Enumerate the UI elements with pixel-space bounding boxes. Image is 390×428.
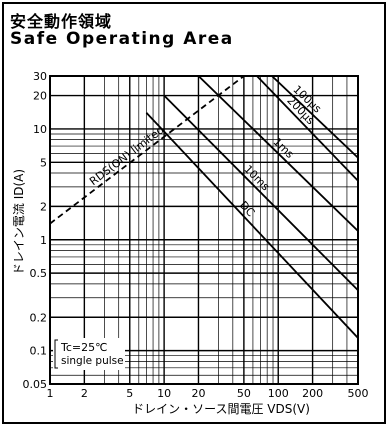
chart-subtitle: Safe Operating Area <box>10 29 234 49</box>
chart-title: 安全動作領域 <box>10 12 113 31</box>
series-line <box>256 76 358 182</box>
x-tick-label: 5 <box>126 387 133 400</box>
series-line <box>50 76 245 225</box>
note-condition-temperature: Tc=25℃ <box>60 341 107 354</box>
x-tick-label: 100 <box>268 387 289 400</box>
series-label: RDS(ON) limited <box>87 123 166 188</box>
y-tick-label: 1 <box>40 234 47 247</box>
y-tick-label: 0.2 <box>30 311 48 324</box>
y-tick-label: 0.05 <box>23 378 48 391</box>
x-axis-label: ドレイン・ソース間電圧 VDS(V) <box>132 402 310 416</box>
x-tick-label: 1 <box>47 387 54 400</box>
y-tick-label: 0.1 <box>30 345 48 358</box>
x-tick-label: 50 <box>237 387 251 400</box>
note-box-bg <box>53 338 125 370</box>
series-line <box>163 94 358 291</box>
y-tick-label: 2 <box>40 200 47 213</box>
y-tick-label: 0.5 <box>30 267 48 280</box>
x-tick-label: 500 <box>348 387 369 400</box>
y-tick-label: 5 <box>40 156 47 169</box>
series-line <box>271 76 358 159</box>
y-tick-label: 20 <box>33 90 47 103</box>
note-condition-pulse: single pulse <box>61 355 124 367</box>
note-bracket <box>54 339 58 369</box>
series-line <box>197 76 358 232</box>
x-tick-label: 10 <box>157 387 171 400</box>
x-tick-label: 20 <box>191 387 205 400</box>
x-tick-label: 200 <box>302 387 323 400</box>
series-line <box>145 112 358 339</box>
y-tick-label: 30 <box>33 70 47 83</box>
y-tick-label: 10 <box>33 123 47 136</box>
series-label: 1ms <box>270 135 296 161</box>
chart-frame <box>2 2 386 424</box>
series-label: DC <box>237 199 258 220</box>
x-tick-label: 2 <box>81 387 88 400</box>
